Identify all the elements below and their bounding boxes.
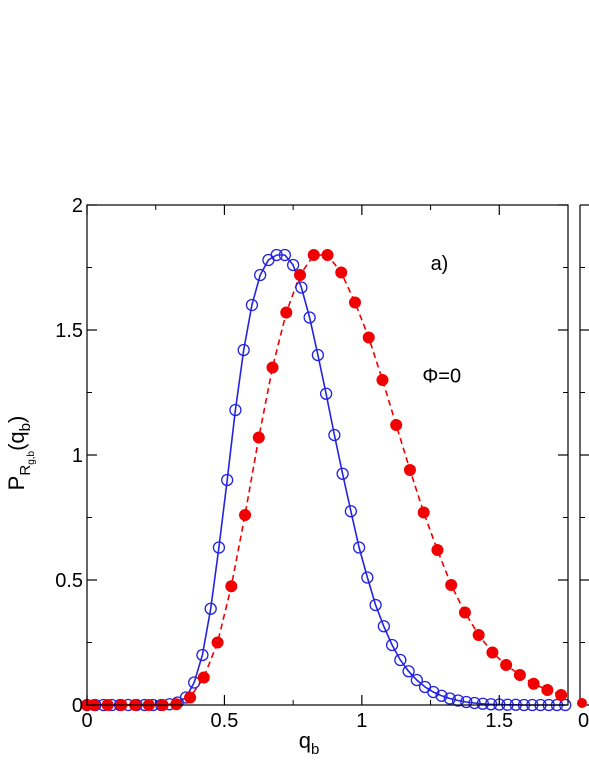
y-axis-label: PRg,b(qb) bbox=[4, 416, 37, 491]
series-open-point bbox=[484, 698, 498, 711]
series-open-point bbox=[204, 602, 217, 615]
series-filled-point bbox=[513, 669, 526, 681]
series-filled-point bbox=[321, 249, 334, 261]
series-open-point bbox=[352, 541, 366, 554]
x-tick-label: 0 bbox=[81, 710, 92, 732]
series-open-point bbox=[410, 673, 423, 687]
annotation-panel-label: a) bbox=[431, 253, 449, 275]
series-filled-point bbox=[541, 684, 554, 696]
x-axis-label: qb bbox=[299, 728, 320, 758]
plot-frame bbox=[86, 204, 569, 706]
series-open-point bbox=[468, 696, 481, 710]
series-filled-point bbox=[555, 689, 568, 701]
series-filled-point bbox=[417, 506, 430, 519]
x-tick-label: 0.5 bbox=[211, 710, 239, 732]
series-open-point bbox=[443, 692, 456, 705]
series-open-point bbox=[476, 697, 489, 710]
series-filled-point bbox=[307, 249, 320, 261]
series-open-point bbox=[188, 676, 201, 689]
series-filled-point bbox=[266, 361, 279, 374]
series-open-point bbox=[344, 505, 358, 518]
series-open-point bbox=[451, 694, 465, 707]
x-tick-label: 1 bbox=[356, 710, 367, 732]
series-open-point bbox=[254, 268, 267, 282]
series-filled-point bbox=[197, 671, 210, 684]
series-open-point bbox=[361, 571, 374, 584]
series-filled-point bbox=[348, 296, 361, 309]
series-open-point bbox=[270, 248, 283, 262]
series-filled-point bbox=[486, 646, 499, 659]
x-tick-label: 1.5 bbox=[485, 710, 513, 732]
series-filled-point bbox=[445, 579, 458, 591]
series-open-point bbox=[229, 403, 242, 417]
next-panel-data-point bbox=[577, 698, 587, 708]
series-filled-point bbox=[390, 419, 403, 431]
series-filled-point bbox=[362, 331, 375, 344]
series-filled-point bbox=[184, 691, 197, 704]
series-filled-point bbox=[335, 266, 348, 279]
series-open-point bbox=[286, 258, 300, 272]
series-open-point bbox=[435, 689, 448, 702]
series-open-point bbox=[319, 387, 333, 400]
series-filled-point bbox=[239, 509, 252, 521]
series-filled-point bbox=[376, 374, 389, 386]
series-filled-point bbox=[472, 629, 485, 641]
series-filled-point bbox=[252, 431, 265, 444]
series-filled-point bbox=[403, 464, 416, 476]
y-tick-label: 1.5 bbox=[55, 320, 83, 342]
series-open-point bbox=[402, 665, 415, 678]
annotation-phi: Φ=0 bbox=[422, 366, 461, 388]
series-filled-point bbox=[500, 659, 513, 671]
series-filled-point bbox=[170, 698, 183, 711]
series-open-point bbox=[394, 653, 407, 667]
series-filled-point bbox=[294, 269, 307, 281]
series-filled-point bbox=[280, 306, 293, 319]
series-filled-point bbox=[527, 677, 540, 690]
next-panel-x-tick-label: 0 bbox=[578, 710, 589, 732]
series-filled-point bbox=[225, 580, 238, 593]
series-open-point bbox=[221, 473, 234, 487]
series-filled-point bbox=[211, 636, 224, 649]
series-open-point bbox=[385, 638, 399, 652]
series-open-point bbox=[311, 348, 325, 362]
series-open-point bbox=[377, 620, 390, 633]
series-open-point bbox=[328, 428, 341, 442]
series-open-point bbox=[196, 648, 209, 662]
series-open-point bbox=[336, 467, 349, 480]
series-open-point bbox=[427, 685, 440, 699]
y-tick-label: 0.5 bbox=[55, 570, 83, 592]
y-tick-label: 1 bbox=[72, 445, 83, 467]
series-open-point bbox=[460, 695, 473, 709]
series-open-point bbox=[295, 281, 308, 294]
series-open-point bbox=[237, 343, 250, 357]
series-open-line bbox=[87, 254, 566, 706]
series-open-point bbox=[212, 541, 226, 554]
y-tick-label: 0 bbox=[72, 695, 83, 717]
series-filled-point bbox=[431, 544, 444, 556]
series-open-point bbox=[278, 248, 292, 262]
series-filled-point bbox=[458, 606, 471, 619]
series-open-point bbox=[303, 311, 316, 324]
series-open-point bbox=[369, 598, 382, 612]
series-filled-line bbox=[87, 254, 562, 706]
y-tick-label: 2 bbox=[72, 195, 83, 217]
series-open-point bbox=[245, 298, 259, 312]
